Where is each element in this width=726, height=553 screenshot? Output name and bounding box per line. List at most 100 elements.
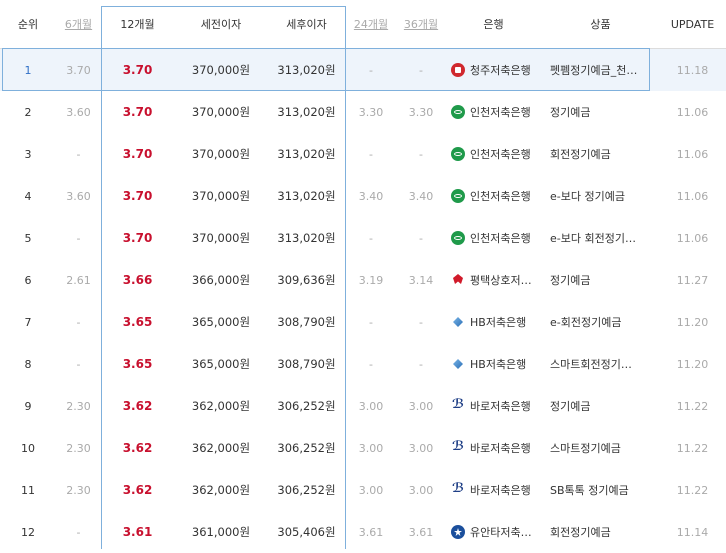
hb-bank-icon (451, 357, 465, 371)
rate-24m-cell: - (345, 48, 397, 91)
bank-cell[interactable]: 인천저축은행 (445, 217, 542, 259)
bank-cell[interactable]: 바로저축은행 (445, 427, 542, 469)
bank-cell[interactable]: 인천저축은행 (445, 133, 542, 175)
update-date-cell: 11.22 (676, 483, 709, 497)
update-date-cell: 11.06 (676, 189, 709, 203)
table-row[interactable]: 4 3.60 3.70 370,000원 313,020원 3.40 3.40 인천저축은행 e… (0, 175, 726, 217)
product-name-link[interactable]: 스마트회전정기… (550, 358, 632, 371)
rate-36m-cell: - (419, 147, 423, 161)
bank-name: 인천저축은행 (470, 106, 531, 119)
rate-6m-cell: 2.30 (66, 399, 91, 413)
bank-cell[interactable]: HB저축은행 (445, 343, 542, 385)
bank-cell[interactable]: 바로저축은행 (445, 469, 542, 511)
table-row[interactable]: 1 3.70 3.70 370,000원 313,020원 - - 청주저축은행 펫펨정기예금_… (0, 48, 726, 91)
rate-12m-cell: 3.65 (122, 357, 153, 371)
rate-12m-cell: 3.70 (101, 48, 174, 91)
update-date-cell: 11.20 (676, 357, 709, 371)
pretax-interest-cell: 362,000원 (191, 483, 251, 497)
header-product: 상품 (542, 0, 659, 49)
hb-bank-icon (451, 315, 465, 329)
rate-24m-cell: - (369, 357, 373, 371)
bank-name: HB저축은행 (470, 358, 527, 371)
bank-cell[interactable]: 유안타저축… (445, 511, 542, 553)
product-name-link[interactable]: e-보다 정기예금 (550, 190, 625, 203)
product-name-link[interactable]: 스마트정기예금 (550, 442, 621, 455)
incheon-bank-icon (451, 189, 465, 203)
table-row[interactable]: 7 - 3.65 365,000원 308,790원 - - HB저축은행 e-회전정기예금 11… (0, 301, 726, 343)
aftertax-interest-cell: 306,252원 (277, 483, 336, 497)
rate-6m-cell: 3.60 (66, 189, 91, 203)
table-row[interactable]: 12 - 3.61 361,000원 305,406원 3.61 3.61 유안타저축… 회전정… (0, 511, 726, 553)
aftertax-interest-cell: 306,252원 (277, 441, 336, 455)
rate-12m-cell: 3.66 (122, 273, 153, 287)
rank-cell: 6 (24, 273, 32, 287)
product-name-link[interactable]: 펫펨정기예금_천… (542, 48, 659, 91)
bank-name: 유안타저축… (470, 526, 532, 539)
product-name-link[interactable]: 회전정기예금 (550, 526, 611, 539)
header-rank: 순위 (0, 0, 56, 49)
bank-cell[interactable]: 바로저축은행 (445, 385, 542, 427)
rank-cell: 10 (21, 441, 35, 455)
product-name-link[interactable]: e-보다 회전정기… (550, 232, 636, 245)
rate-12m-cell: 3.65 (122, 315, 153, 329)
rank-cell: 12 (21, 525, 35, 539)
rate-6m-cell: 2.30 (66, 441, 91, 455)
incheon-bank-icon (451, 105, 465, 119)
bank-cell[interactable]: 평택상호저… (445, 259, 542, 301)
bank-cell[interactable]: 청주저축은행 (445, 48, 542, 91)
table-row[interactable]: 8 - 3.65 365,000원 308,790원 - - HB저축은행 스마트회전정기… 11… (0, 343, 726, 385)
incheon-bank-icon (451, 147, 465, 161)
rate-24m-cell: 3.30 (358, 105, 384, 119)
product-name-link[interactable]: 정기예금 (550, 400, 591, 413)
header-pretax-interest: 세전이자 (174, 0, 268, 49)
product-name-link[interactable]: SB톡톡 정기예금 (550, 484, 629, 497)
baro-bank-icon (451, 439, 465, 455)
table-header-row: 순위 6개월 12개월 세전이자 세후이자 24개월 36개월 은행 상품 UP… (0, 0, 726, 49)
rate-24m-cell: - (369, 315, 373, 329)
baro-bank-icon (451, 481, 465, 497)
header-update: UPDATE (659, 0, 726, 49)
product-name-link[interactable]: 정기예금 (550, 106, 591, 119)
table-row[interactable]: 5 - 3.70 370,000원 313,020원 - - 인천저축은행 e-보다 회전정기…… (0, 217, 726, 259)
update-date-cell: 11.06 (676, 105, 709, 119)
product-name-link[interactable]: 정기예금 (550, 274, 591, 287)
rate-6m-cell: 3.70 (56, 48, 101, 91)
table-row[interactable]: 10 2.30 3.62 362,000원 306,252원 3.00 3.00 바로저축은행… (0, 427, 726, 469)
bank-cell[interactable]: HB저축은행 (445, 301, 542, 343)
product-name-link[interactable]: e-회전정기예금 (550, 316, 622, 329)
rate-12m-cell: 3.61 (122, 525, 153, 539)
aftertax-interest-cell: 313,020원 (277, 147, 336, 161)
table-row[interactable]: 6 2.61 3.66 366,000원 309,636원 3.19 3.14 평택상호저… 정… (0, 259, 726, 301)
update-date-cell: 11.22 (676, 441, 709, 455)
bank-cell[interactable]: 인천저축은행 (445, 175, 542, 217)
bank-name: 인천저축은행 (470, 232, 531, 245)
aftertax-interest-cell: 313,020원 (268, 48, 345, 91)
rate-6m-cell: - (76, 315, 81, 329)
pretax-interest-cell: 370,000원 (191, 147, 251, 161)
table-row[interactable]: 9 2.30 3.62 362,000원 306,252원 3.00 3.00 바로저축은행 정… (0, 385, 726, 427)
product-name-link[interactable]: 회전정기예금 (550, 148, 611, 161)
header-bank: 은행 (445, 0, 542, 49)
rate-12m-cell: 3.70 (122, 189, 153, 203)
pretax-interest-cell: 370,000원 (174, 48, 268, 91)
pyeongtaek-bank-icon (451, 273, 465, 287)
header-24-months[interactable]: 24개월 (345, 0, 397, 49)
rate-6m-cell: - (76, 231, 81, 245)
pretax-interest-cell: 370,000원 (191, 189, 251, 203)
bank-name: 바로저축은행 (470, 442, 531, 455)
header-6-months[interactable]: 6개월 (56, 0, 101, 49)
table-row[interactable]: 3 - 3.70 370,000원 313,020원 - - 인천저축은행 회전정기예금 11.0… (0, 133, 726, 175)
rate-36m-cell: 3.00 (408, 441, 434, 455)
rate-36m-cell: 3.00 (408, 399, 434, 413)
rank-cell: 5 (24, 231, 32, 245)
rate-12m-cell: 3.70 (122, 105, 153, 119)
rank-cell: 11 (21, 483, 35, 497)
table-row[interactable]: 11 2.30 3.62 362,000원 306,252원 3.00 3.00 바로저축은행… (0, 469, 726, 511)
header-36-months[interactable]: 36개월 (397, 0, 445, 49)
header-12-months[interactable]: 12개월 (101, 0, 174, 49)
bank-cell[interactable]: 인천저축은행 (445, 91, 542, 133)
rate-24m-cell: 3.00 (358, 441, 384, 455)
rank-cell: 7 (24, 315, 32, 329)
aftertax-interest-cell: 305,406원 (277, 525, 336, 539)
table-row[interactable]: 2 3.60 3.70 370,000원 313,020원 3.30 3.30 인천저축은행 정… (0, 91, 726, 133)
